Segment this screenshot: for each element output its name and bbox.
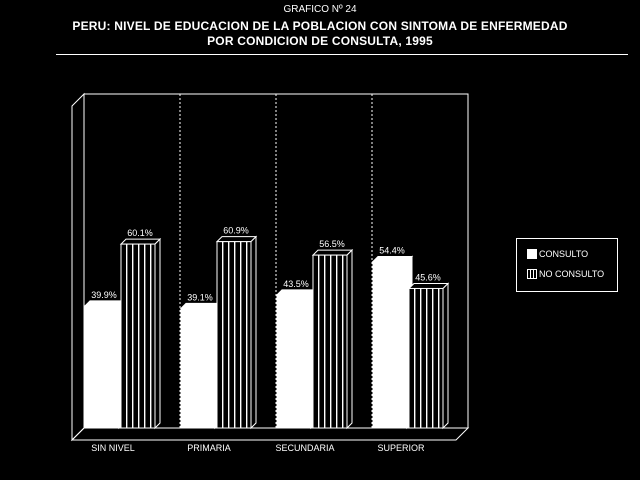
chart-floor: [70, 427, 470, 441]
legend-item-no-consulto: NO CONSULTO: [527, 268, 604, 280]
bar-no-consulto: [216, 241, 252, 429]
bar-top-consulto: [275, 289, 318, 296]
category-label: SIN NIVEL: [91, 443, 135, 453]
chart-frame: [70, 92, 470, 442]
data-label: 60.1%: [127, 228, 153, 238]
chart-labels: 39.9% 60.1% SIN NIVEL 39.1% 60.9% PRIMARIA 43.…: [91, 226, 441, 453]
bar-no-consulto: [312, 254, 348, 429]
data-label: 60.9%: [223, 226, 249, 236]
chart-side-wall: [71, 92, 85, 442]
legend: CONSULTO NO CONSULTO: [516, 238, 618, 292]
bar-top-no-consulto: [407, 282, 450, 289]
bar-top-no-consulto: [311, 249, 354, 256]
data-label: 39.9%: [91, 290, 117, 300]
legend-swatch-striped: [527, 269, 537, 279]
data-label: 54.4%: [379, 246, 405, 256]
bar-top-no-consulto: [119, 238, 162, 245]
legend-label: CONSULTO: [539, 249, 589, 259]
category-label: SECUNDARIA: [275, 443, 334, 453]
chart-title-line1: PERU: NIVEL DE EDUCACION DE LA POBLACION…: [72, 19, 568, 33]
bar-side-no-consulto: [154, 237, 161, 430]
chart-bars: [83, 235, 450, 430]
category-label: PRIMARIA: [187, 443, 231, 453]
data-label: 39.1%: [187, 292, 213, 302]
chart-number: GRAFICO Nº 24: [283, 4, 357, 15]
bar-side-no-consulto: [442, 282, 449, 430]
category-label: SUPERIOR: [377, 443, 425, 453]
chart-title-line2: POR CONDICION DE CONSULTA, 1995: [207, 34, 433, 48]
bar-no-consulto: [408, 287, 444, 429]
bar-consulto: [84, 305, 120, 429]
bar-side-no-consulto: [346, 248, 353, 430]
data-label: 45.6%: [415, 272, 441, 282]
legend-item-consulto: CONSULTO: [527, 248, 588, 260]
data-label: 43.5%: [283, 279, 309, 289]
bar-top-no-consulto: [215, 236, 258, 243]
bar-no-consulto: [120, 243, 156, 429]
bar-top-consulto: [179, 302, 222, 309]
bar-consulto: [276, 294, 312, 429]
bar-consulto: [372, 261, 408, 429]
data-label: 56.5%: [319, 239, 345, 249]
bar-top-consulto: [371, 256, 414, 263]
legend-swatch-solid: [527, 249, 537, 259]
bar-consulto: [180, 307, 216, 429]
title-divider: [56, 54, 628, 55]
bar-top-consulto: [83, 300, 126, 307]
legend-label: NO CONSULTO: [539, 269, 605, 279]
bar-side-no-consulto: [250, 235, 257, 430]
